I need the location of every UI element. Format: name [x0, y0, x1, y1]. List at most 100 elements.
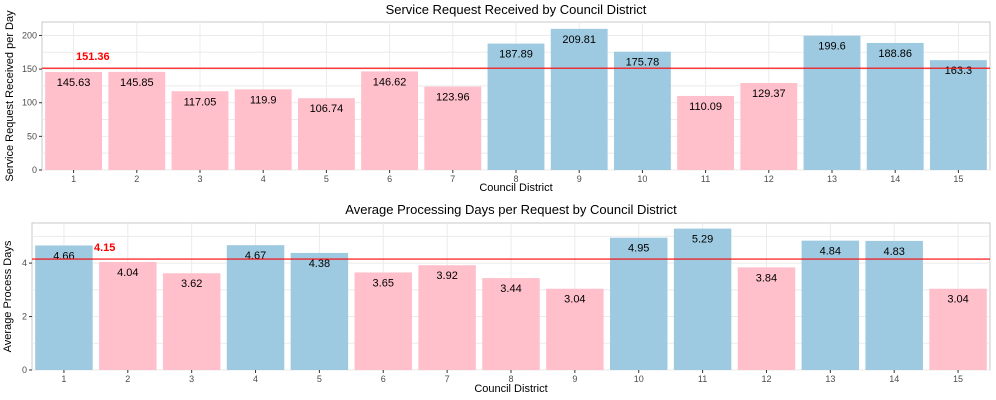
data-label: 145.63: [57, 77, 91, 89]
data-label: 3.84: [756, 272, 777, 284]
x-tick-label: 8: [513, 174, 518, 184]
x-tick-label: 8: [508, 374, 513, 384]
data-label: 106.74: [310, 103, 344, 115]
data-label: 3.65: [373, 277, 394, 289]
data-label: 3.44: [500, 283, 521, 295]
data-label: 4.95: [628, 243, 649, 255]
x-tick-label: 1: [61, 374, 66, 384]
bar-district-11: [677, 95, 735, 170]
data-label: 146.62: [373, 76, 407, 88]
x-tick-label: 13: [827, 174, 837, 184]
bar-district-14: [865, 240, 923, 370]
y-axis-title: Service Request Received per Day: [4, 10, 16, 182]
x-tick-label: 10: [634, 374, 644, 384]
data-label: 4.38: [309, 258, 330, 270]
x-tick-label: 3: [189, 374, 194, 384]
bar-district-4: [234, 89, 292, 170]
x-tick-label: 1: [71, 174, 76, 184]
x-axis-title: Council District: [474, 383, 547, 395]
bar-district-10: [609, 237, 668, 370]
data-label: 4.04: [117, 267, 138, 279]
data-label: 145.85: [120, 77, 154, 89]
data-label: 4.84: [820, 246, 841, 258]
data-label: 119.9: [250, 94, 277, 106]
bar-district-6: [354, 272, 413, 370]
x-tick-label: 4: [261, 174, 266, 184]
bar-district-11: [673, 228, 732, 370]
y-tick-label: 200: [22, 30, 37, 40]
bar-district-5: [290, 252, 349, 370]
bar-district-13: [803, 35, 861, 171]
x-tick-label: 7: [450, 174, 455, 184]
data-label: 163.3: [945, 65, 973, 77]
y-tick-label: 100: [22, 98, 37, 108]
bar-district-13: [801, 240, 860, 370]
bar-district-15: [929, 60, 987, 171]
data-label: 129.37: [752, 88, 786, 100]
bar-district-4: [226, 245, 285, 370]
x-axis-title: Council District: [479, 182, 552, 194]
x-tick-label: 11: [698, 374, 707, 384]
x-tick-label: 12: [761, 374, 771, 384]
chart-title: Average Processing Days per Request by C…: [345, 202, 677, 217]
y-axis-title: Average Process Days: [2, 240, 14, 352]
data-label: 175.78: [626, 57, 660, 69]
x-tick-label: 14: [890, 174, 900, 184]
x-tick-label: 2: [125, 374, 130, 384]
data-label: 3.04: [564, 294, 585, 306]
bar-district-12: [740, 82, 798, 170]
data-label: 188.86: [878, 48, 912, 60]
x-tick-label: 9: [577, 174, 582, 184]
bar-district-1: [45, 72, 103, 170]
bar-district-3: [162, 273, 221, 370]
reference-line-label: 4.15: [94, 242, 115, 254]
bar-district-1: [35, 245, 93, 370]
x-tick-label: 4: [253, 374, 258, 384]
y-tick-label: 4: [22, 258, 27, 268]
bar-district-6: [361, 71, 419, 170]
data-label: 123.96: [436, 92, 470, 104]
x-tick-label: 5: [324, 174, 329, 184]
bar-district-7: [424, 86, 482, 170]
bar-district-14: [866, 42, 924, 170]
data-label: 110.09: [689, 101, 722, 113]
bar-district-2: [99, 262, 157, 370]
y-tick-label: 0: [32, 165, 37, 175]
bar-district-10: [613, 51, 671, 170]
x-tick-label: 3: [197, 174, 202, 184]
x-tick-label: 7: [445, 374, 450, 384]
x-tick-label: 11: [701, 174, 710, 184]
x-tick-label: 9: [572, 374, 577, 384]
data-label: 4.83: [883, 246, 904, 258]
y-tick-label: 0: [22, 365, 27, 375]
y-tick-label: 50: [27, 131, 37, 141]
x-tick-label: 15: [953, 374, 963, 384]
x-tick-label: 5: [317, 374, 322, 384]
data-label: 4.66: [53, 250, 74, 262]
chart-service-requests: 145.63 145.85 117.05 119.9 106.74 146.62 123.9…: [4, 2, 991, 194]
x-tick-label: 6: [381, 374, 386, 384]
bar-district-2: [108, 71, 166, 170]
bar-district-15: [929, 288, 987, 370]
data-label: 3.92: [436, 270, 457, 282]
chart-processing-days: 4.66 4.04 3.62 4.67 4.38 3.65 3.92 3.44 3.04 4.95…: [2, 202, 991, 395]
bar-district-5: [297, 98, 355, 170]
data-label: 187.89: [499, 49, 533, 61]
reference-line-label: 151.36: [76, 51, 110, 63]
bar-district-9: [546, 288, 604, 370]
x-tick-label: 15: [953, 174, 963, 184]
x-tick-label: 2: [134, 174, 139, 184]
x-tick-label: 13: [825, 374, 835, 384]
data-label: 199.6: [818, 41, 846, 53]
y-tick-label: 2: [22, 312, 27, 322]
x-tick-label: 14: [889, 374, 899, 384]
data-label: 3.04: [947, 294, 968, 306]
x-tick-label: 10: [637, 174, 647, 184]
bar-district-8: [482, 278, 540, 370]
y-tick-label: 150: [22, 64, 37, 74]
data-label: 117.05: [184, 96, 217, 108]
data-label: 5.29: [692, 234, 713, 246]
bar-district-9: [550, 28, 608, 171]
x-tick-label: 12: [764, 174, 774, 184]
